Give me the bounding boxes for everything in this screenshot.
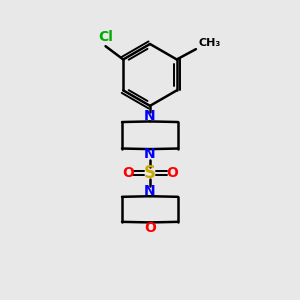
- Text: N: N: [144, 184, 156, 198]
- Text: N: N: [144, 147, 156, 161]
- Text: O: O: [166, 166, 178, 180]
- Text: O: O: [122, 166, 134, 180]
- Text: CH₃: CH₃: [198, 38, 220, 48]
- Text: Cl: Cl: [98, 30, 113, 44]
- Text: S: S: [144, 164, 156, 182]
- Text: O: O: [144, 221, 156, 235]
- Text: N: N: [144, 109, 156, 123]
